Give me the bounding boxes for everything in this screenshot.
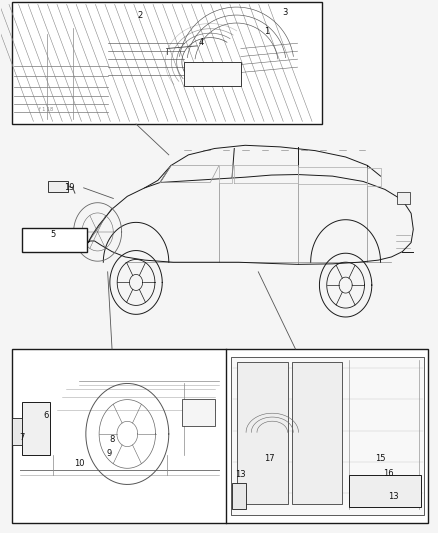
Text: 5: 5 — [50, 230, 56, 239]
Bar — [48, 181, 68, 192]
Text: 6: 6 — [44, 411, 49, 420]
Text: 10: 10 — [74, 459, 85, 467]
Bar — [182, 399, 215, 426]
Text: 19: 19 — [64, 183, 75, 192]
Bar — [237, 362, 288, 504]
Bar — [292, 362, 342, 504]
Text: 13: 13 — [236, 471, 246, 479]
Bar — [12, 349, 427, 523]
Bar — [397, 192, 410, 204]
Bar — [184, 62, 241, 86]
Bar — [12, 2, 321, 124]
Text: 15: 15 — [375, 455, 386, 463]
Text: 8: 8 — [110, 435, 115, 444]
Text: 2: 2 — [138, 11, 143, 20]
Bar — [231, 357, 424, 515]
Text: 1: 1 — [265, 27, 270, 36]
Text: 7: 7 — [19, 433, 25, 442]
Text: 13: 13 — [389, 491, 399, 500]
Text: 16: 16 — [383, 470, 394, 478]
Text: 4: 4 — [199, 38, 204, 47]
Text: 3: 3 — [282, 9, 287, 18]
Bar — [232, 483, 246, 510]
Bar — [21, 402, 50, 455]
Bar — [12, 418, 21, 445]
Text: f 1 18: f 1 18 — [39, 107, 53, 112]
Text: 17: 17 — [264, 455, 275, 463]
Bar — [349, 475, 421, 507]
Bar — [21, 228, 87, 252]
Text: 9: 9 — [106, 449, 112, 458]
